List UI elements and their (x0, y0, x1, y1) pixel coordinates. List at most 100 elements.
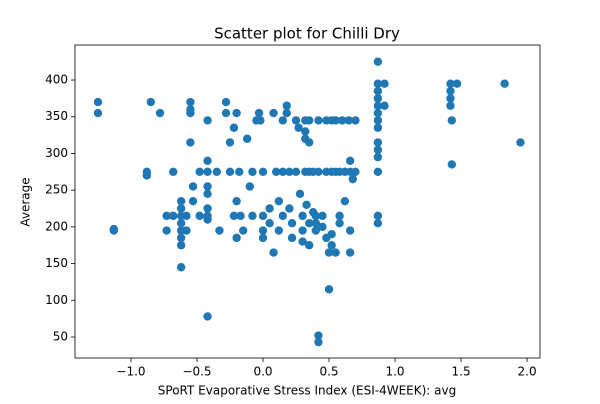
point (269, 248, 278, 257)
point (447, 116, 457, 125)
point (186, 108, 195, 118)
point (373, 145, 383, 154)
point (93, 97, 103, 107)
x-tick-label: 2.0 (518, 365, 537, 379)
point (176, 204, 186, 213)
point (278, 167, 288, 177)
point (348, 174, 357, 184)
point (373, 138, 383, 147)
point (203, 167, 212, 177)
point (203, 204, 212, 213)
point (446, 94, 455, 103)
point (236, 211, 245, 221)
point (318, 211, 327, 221)
x-tick-label: 0.5 (319, 365, 338, 379)
point (305, 241, 314, 250)
point (318, 222, 327, 232)
point (162, 211, 171, 221)
point (314, 337, 323, 347)
x-tick-label: −1.0 (116, 365, 145, 379)
point (373, 57, 383, 66)
point (188, 182, 198, 191)
x-tick-label: 1.0 (385, 365, 404, 379)
point (282, 101, 291, 110)
point (351, 116, 360, 125)
point (285, 204, 294, 213)
point (291, 167, 301, 177)
plot-frame (74, 44, 541, 359)
point (373, 94, 383, 103)
point (195, 167, 204, 177)
point (446, 79, 455, 88)
point (232, 196, 241, 206)
point (314, 167, 323, 177)
point (314, 116, 323, 125)
point (311, 211, 321, 221)
point (295, 189, 305, 199)
point (195, 211, 204, 221)
point (176, 263, 186, 272)
point (344, 116, 354, 125)
point (324, 285, 334, 294)
point (162, 226, 171, 235)
point (169, 167, 178, 177)
point (203, 189, 212, 199)
point (447, 160, 457, 169)
point (287, 233, 297, 243)
point (351, 167, 360, 177)
point (176, 218, 186, 228)
point (305, 116, 314, 125)
point (446, 101, 455, 110)
point (340, 196, 350, 206)
y-tick-label: 400 (45, 73, 68, 87)
y-tick-label: 200 (45, 219, 68, 233)
point (302, 200, 311, 210)
point (258, 226, 268, 235)
point (212, 167, 221, 177)
point (232, 233, 241, 243)
point (345, 248, 355, 257)
point (278, 116, 288, 125)
y-tick-label: 350 (45, 109, 68, 123)
point (373, 167, 383, 177)
point (500, 79, 509, 88)
point (215, 226, 224, 235)
point (269, 108, 278, 118)
point (298, 237, 307, 246)
point (373, 211, 383, 221)
point (225, 167, 235, 177)
point (298, 211, 307, 221)
point (301, 127, 310, 136)
point (285, 167, 294, 177)
point (221, 97, 231, 107)
y-axis-label: Average (19, 177, 33, 226)
point (155, 108, 165, 118)
point (186, 97, 195, 107)
point (314, 331, 323, 340)
point (221, 108, 231, 118)
point (327, 241, 336, 250)
y-tick-label: 50 (53, 330, 68, 344)
point (265, 218, 274, 228)
point (278, 211, 288, 221)
point (373, 123, 383, 132)
point (373, 101, 383, 110)
point (338, 116, 347, 125)
point (272, 167, 281, 177)
point (109, 224, 119, 234)
point (203, 312, 212, 321)
point (265, 204, 274, 213)
y-tick-label: 300 (45, 146, 68, 160)
point (169, 211, 178, 221)
point (331, 116, 340, 125)
point (380, 79, 389, 88)
point (176, 233, 186, 243)
point (324, 248, 334, 257)
point (245, 182, 255, 191)
x-axis-label: SPoRT Evaporative Stress Index (ESI-4WEE… (158, 384, 456, 398)
point (373, 218, 383, 228)
y-tick-label: 100 (45, 293, 68, 307)
point (188, 196, 198, 206)
point (186, 138, 195, 147)
